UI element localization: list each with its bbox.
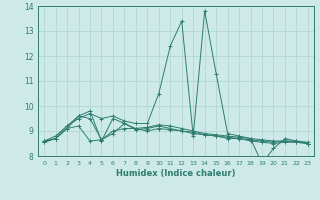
- X-axis label: Humidex (Indice chaleur): Humidex (Indice chaleur): [116, 169, 236, 178]
